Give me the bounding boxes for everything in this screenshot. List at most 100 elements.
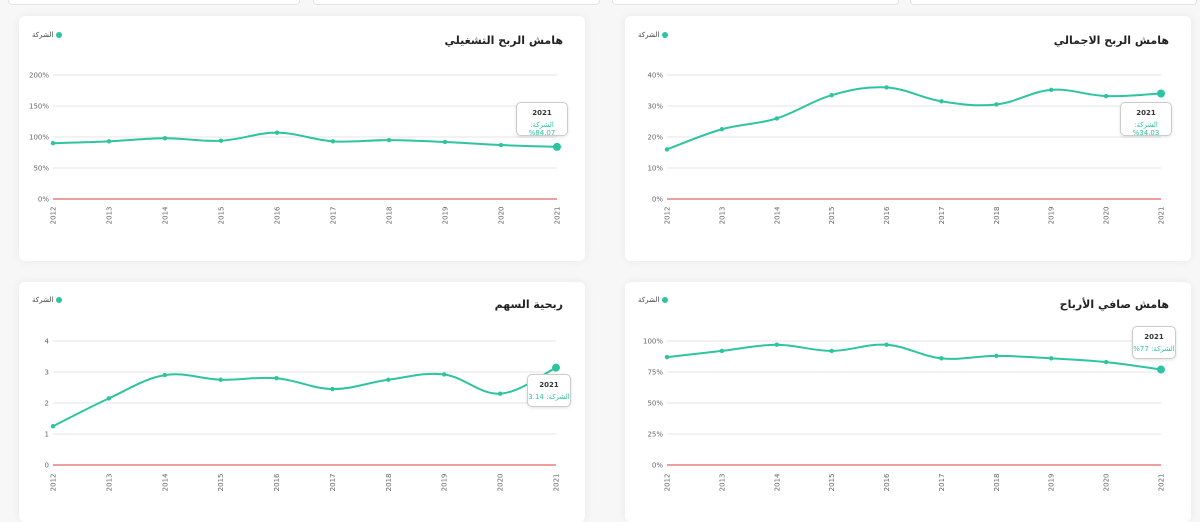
data-point: [1049, 356, 1054, 361]
chart-title: هامش صافي الأرباح: [1059, 298, 1169, 311]
data-point: [719, 127, 725, 132]
data-point: [939, 99, 944, 104]
x-tick-label: 2016: [274, 206, 282, 224]
data-point-active: [552, 363, 560, 372]
x-tick-label: 2020: [497, 474, 505, 492]
x-tick-label: 2013: [718, 474, 726, 492]
legend-dot-icon: [662, 32, 669, 38]
data-point-active: [1157, 89, 1165, 98]
line-chart-net-margin: 0% 25% 50% 75% 100% 2012 2013 2014 2015 2016 2017 2…: [643, 338, 1166, 492]
data-point: [274, 376, 279, 381]
y-tick-label: 4: [45, 338, 50, 346]
x-tick-label: 2015: [828, 474, 836, 492]
x-tick-label: 2014: [773, 473, 781, 491]
tooltip-label: الشركة:: [530, 121, 554, 129]
x-tick-label: 2016: [883, 473, 891, 491]
y-tick-label: 10%: [647, 165, 663, 173]
x-tick-label: 2014: [161, 473, 169, 491]
y-tick-label: 50%: [33, 165, 49, 173]
data-point: [386, 377, 391, 382]
chart-card-gross-margin: هامش الربح الاجمالي الشركة 0% 10% 20% 30% 40…: [625, 16, 1191, 261]
x-tick-label: 2017: [329, 474, 337, 492]
x-tick-label: 2014: [773, 206, 781, 224]
series-line: [52, 131, 558, 148]
data-point: [50, 424, 56, 429]
series-line: [666, 343, 1162, 371]
x-tick-label: 2018: [993, 207, 1001, 225]
chart-title: هامش الربح الاجمالي: [1053, 34, 1169, 47]
top-card-fragment: [8, 0, 300, 5]
x-tick-label: 2021: [554, 207, 562, 225]
y-tick-label: 25%: [647, 431, 663, 439]
data-point: [330, 139, 336, 144]
tooltip-value: 3.14: [528, 393, 544, 401]
x-tick-label: 2019: [1048, 474, 1056, 492]
data-point: [106, 139, 112, 144]
data-point-active: [553, 142, 561, 151]
y-tick-label: 200%: [29, 72, 49, 80]
tooltip-label: الشركة:: [546, 393, 570, 401]
legend[interactable]: الشركة: [638, 296, 669, 304]
x-tick-label: 2021: [1158, 207, 1166, 225]
line-chart-eps: 0 1 2 3 4 2012 2013 2014 2015 2016 2017 2018 2019 202…: [45, 338, 561, 492]
data-point: [774, 342, 779, 347]
data-point: [994, 353, 999, 359]
legend[interactable]: الشركة: [32, 296, 63, 304]
data-point: [829, 92, 834, 98]
x-tick-label: 2016: [273, 473, 281, 491]
x-tick-label: 2013: [718, 207, 726, 225]
y-tick-label: 0%: [652, 196, 663, 204]
data-point: [330, 386, 335, 392]
x-tick-label: 2018: [386, 207, 394, 225]
data-point: [497, 391, 503, 396]
legend-dot-icon: [56, 297, 63, 303]
data-point: [994, 102, 999, 107]
tooltip-value-row: الشركة: 77%: [1133, 345, 1175, 353]
legend[interactable]: الشركة: [638, 31, 669, 39]
legend-label: الشركة: [32, 31, 54, 39]
x-tick-label: 2020: [1103, 474, 1111, 492]
x-tick-label: 2020: [1103, 207, 1111, 225]
y-tick-label: 0: [45, 462, 49, 470]
data-point: [442, 139, 448, 145]
y-tick-label: 3: [45, 369, 49, 377]
tooltip-label: الشركة:: [1151, 345, 1175, 353]
y-tick-label: 50%: [647, 400, 663, 408]
top-card-fragment: [313, 0, 600, 5]
tooltip-label: الشركة:: [1134, 121, 1158, 129]
chart-title: هامش الربح التشغيلي: [444, 34, 563, 47]
y-tick-label: 100%: [643, 338, 663, 346]
data-point: [884, 85, 889, 90]
data-point: [884, 342, 889, 347]
y-tick-label: 30%: [647, 103, 663, 111]
legend-dot-icon: [662, 297, 669, 303]
line-chart-gross-margin: 0% 10% 20% 30% 40% 2012 2013 2014 2015 2016 2017 20…: [647, 72, 1166, 225]
data-point: [498, 142, 504, 148]
y-tick-label: 150%: [29, 103, 49, 111]
x-tick-label: 2015: [828, 207, 836, 225]
y-tick-label: 75%: [647, 369, 663, 377]
data-point: [829, 348, 834, 354]
series-line: [52, 366, 557, 428]
x-tick-label: 2018: [385, 474, 393, 492]
data-point: [162, 136, 168, 141]
data-point: [939, 356, 944, 361]
tooltip-value-row: الشركة: 34.03%: [1121, 121, 1171, 137]
data-point: [106, 396, 112, 401]
tooltip-value: 34.03%: [1132, 129, 1160, 137]
x-tick-label: 2012: [664, 474, 672, 492]
data-point: [664, 354, 670, 360]
x-tick-label: 2019: [442, 207, 450, 225]
x-tick-label: 2017: [938, 474, 946, 492]
x-tick-label: 2020: [498, 207, 506, 225]
legend[interactable]: الشركة: [32, 31, 63, 39]
y-tick-label: 40%: [647, 72, 663, 80]
x-tick-label: 2016: [883, 206, 891, 224]
tooltip-value-row: الشركة: 84.07%: [517, 121, 567, 137]
x-tick-label: 2017: [938, 207, 946, 225]
data-point: [1103, 93, 1109, 99]
tooltip-value-row: الشركة: 3.14: [528, 393, 570, 401]
data-point: [386, 137, 392, 143]
tooltip-year: 2021: [1144, 333, 1164, 341]
x-tick-label: 2012: [50, 474, 58, 492]
